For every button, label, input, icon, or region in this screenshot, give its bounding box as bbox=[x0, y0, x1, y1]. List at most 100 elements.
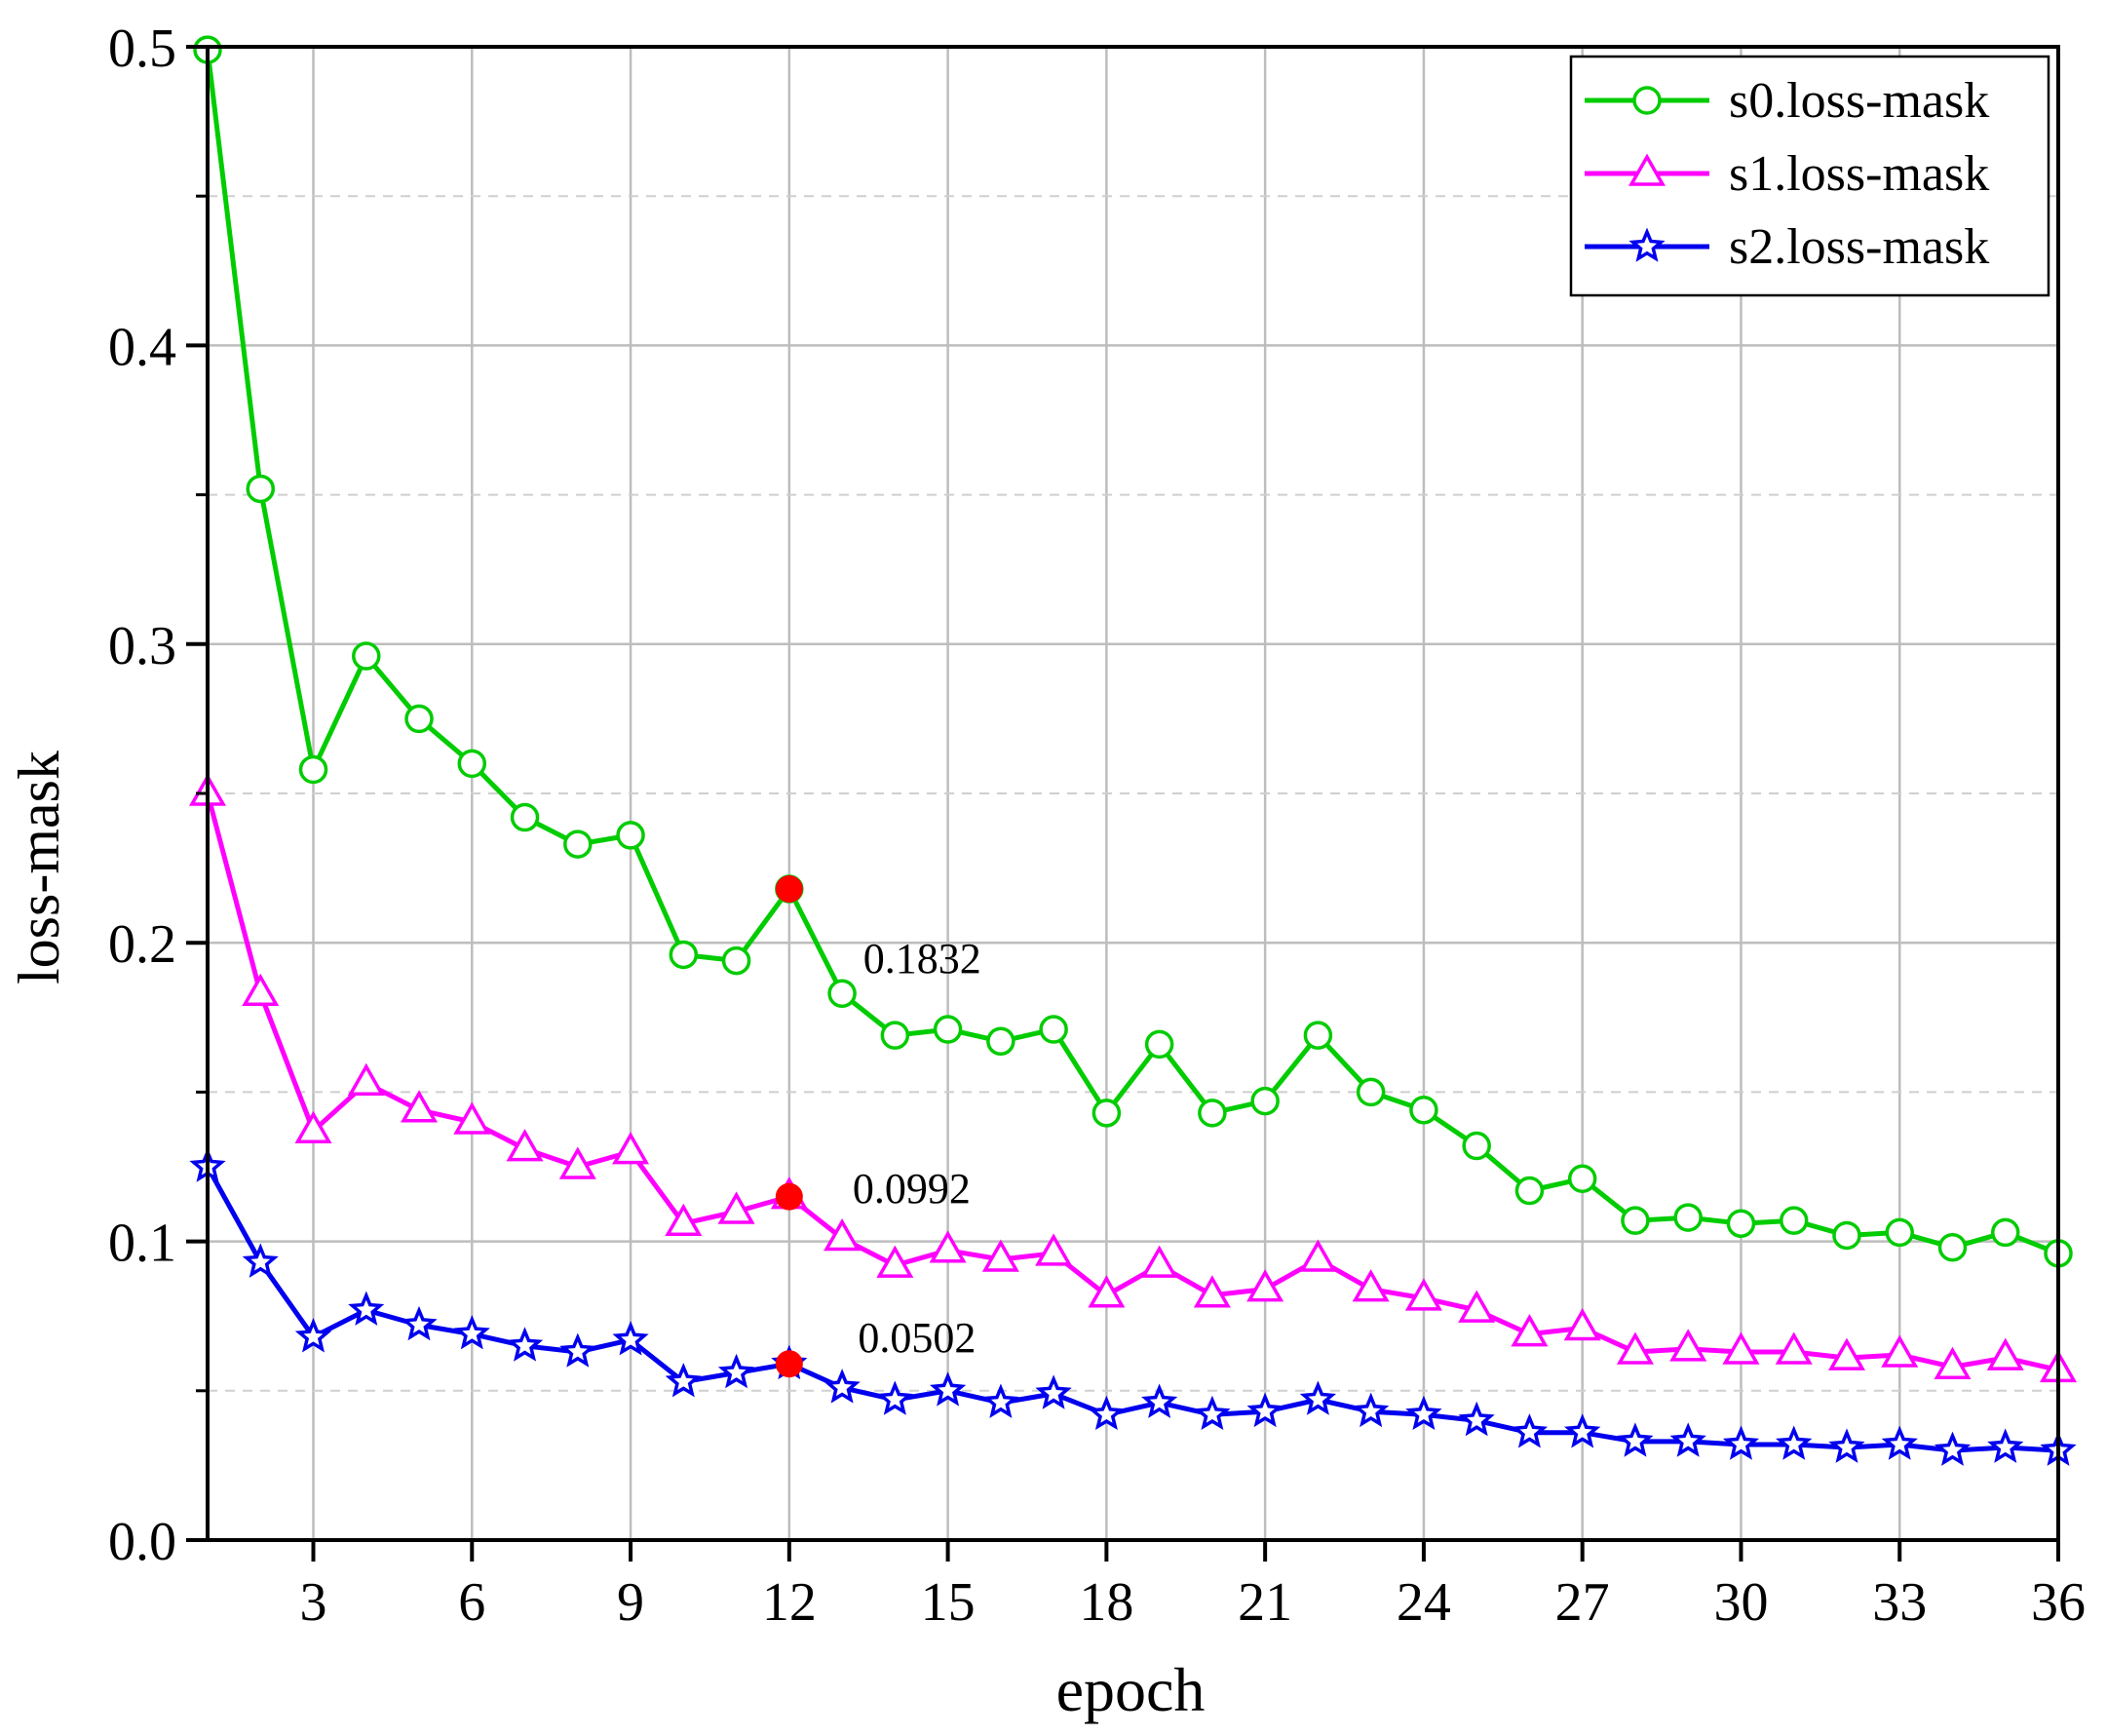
highlight-layer bbox=[775, 875, 803, 1378]
data-point-s1.loss-mask bbox=[1881, 1334, 1919, 1368]
data-point-s0.loss-mask bbox=[1567, 1164, 1597, 1194]
data-point-s1.loss-mask bbox=[1299, 1239, 1337, 1272]
data-point-s2.loss-mask bbox=[294, 1318, 332, 1353]
data-point-s2.loss-mask bbox=[1194, 1395, 1231, 1431]
data-point-s1.loss-mask bbox=[1035, 1233, 1073, 1266]
data-point-s1.loss-mask bbox=[506, 1129, 544, 1162]
data-point-s1.loss-mask bbox=[453, 1101, 491, 1135]
data-point-s2.loss-mask bbox=[559, 1332, 596, 1368]
data-point-s1.loss-mask bbox=[1246, 1269, 1284, 1302]
data-point-s1.loss-mask bbox=[717, 1191, 755, 1224]
data-point-s2.loss-mask bbox=[717, 1353, 755, 1389]
data-point-s0.loss-mask bbox=[721, 945, 751, 976]
data-point-s1.loss-mask bbox=[1352, 1269, 1390, 1302]
data-point-s2.loss-mask bbox=[1987, 1428, 2024, 1463]
x-tick-label: 9 bbox=[617, 1572, 644, 1633]
y-tick-label: 0.2 bbox=[108, 914, 176, 975]
axes: 3 6 9 12 15 18 21 24 27 30 33 360.00.10.20.30.40.5 bbox=[108, 19, 2086, 1633]
data-point-s0.loss-mask bbox=[1726, 1209, 1756, 1238]
data-point-s0.loss-mask bbox=[298, 754, 328, 785]
data-point-s1.loss-mask bbox=[1458, 1290, 1496, 1323]
data-point-s1.loss-mask bbox=[1193, 1275, 1231, 1308]
data-point-s1.loss-mask bbox=[876, 1245, 914, 1278]
legend-label: s1.loss-mask bbox=[1729, 146, 1989, 202]
data-point-s0.loss-mask bbox=[1356, 1077, 1386, 1107]
data-point-s2.loss-mask bbox=[929, 1371, 967, 1407]
data-point-s0.loss-mask bbox=[669, 940, 699, 970]
data-point-s2.loss-mask bbox=[1564, 1413, 1601, 1448]
data-point-s0.loss-mask bbox=[1673, 1203, 1703, 1232]
data-point-s0.loss-mask bbox=[1832, 1220, 1861, 1251]
data-point-s2.loss-mask bbox=[1669, 1422, 1706, 1457]
data-point-s0.loss-mask bbox=[880, 1021, 910, 1050]
data-point-s2.loss-mask bbox=[876, 1380, 913, 1415]
data-point-s1.loss-mask bbox=[665, 1203, 703, 1236]
x-tick-label: 33 bbox=[1872, 1572, 1927, 1633]
data-point-s2.loss-mask bbox=[1511, 1413, 1549, 1448]
x-tick-label: 24 bbox=[1397, 1572, 1451, 1633]
data-point-s2.loss-mask bbox=[348, 1291, 385, 1326]
data-point-s1.loss-mask bbox=[1669, 1329, 1707, 1362]
x-tick-label: 36 bbox=[2031, 1572, 2086, 1633]
annotation-label: 0.0502 bbox=[858, 1314, 976, 1362]
data-point-s2.loss-mask bbox=[1934, 1431, 1972, 1466]
data-point-s1.loss-mask bbox=[347, 1062, 385, 1096]
data-point-s0.loss-mask bbox=[1198, 1099, 1227, 1128]
data-point-s2.loss-mask bbox=[665, 1363, 702, 1398]
data-point-s1.loss-mask bbox=[1986, 1337, 2024, 1370]
data-point-s2.loss-mask bbox=[1828, 1428, 1865, 1463]
data-point-s1.loss-mask bbox=[1088, 1275, 1126, 1308]
series-s0.loss-mask bbox=[193, 35, 2073, 1268]
data-point-s1.loss-mask bbox=[824, 1218, 862, 1252]
y-tick-label: 0.3 bbox=[108, 616, 176, 676]
data-point-s0.loss-mask bbox=[1990, 1217, 2020, 1248]
legend-entry-s2.loss-mask: s2.loss-mask bbox=[1585, 219, 1989, 275]
y-tick-label: 0.4 bbox=[108, 317, 176, 377]
data-point-s2.loss-mask bbox=[506, 1327, 544, 1362]
annotation-label: 0.1832 bbox=[863, 935, 981, 983]
data-point-s1.loss-mask bbox=[1827, 1337, 1865, 1370]
data-point-s1.loss-mask bbox=[1616, 1331, 1654, 1365]
data-point-s0.loss-mask bbox=[1092, 1099, 1122, 1128]
data-point-s1.loss-mask bbox=[981, 1239, 1019, 1272]
data-point-s0.loss-mask bbox=[1303, 1021, 1333, 1050]
y-tick-label: 0.5 bbox=[108, 19, 176, 79]
data-point-s0.loss-mask bbox=[404, 704, 434, 734]
data-point-s2.loss-mask bbox=[1405, 1395, 1442, 1431]
data-point-s1.loss-mask bbox=[1722, 1331, 1760, 1365]
legend: s0.loss-mask s1.loss-mask s2.loss-mask bbox=[1569, 55, 2050, 297]
data-point-s2.loss-mask bbox=[1722, 1425, 1760, 1460]
data-point-s0.loss-mask bbox=[510, 802, 540, 832]
data-point-s2.loss-mask bbox=[1776, 1425, 1813, 1460]
data-point-s1.loss-mask bbox=[1563, 1307, 1601, 1341]
data-point-s1.loss-mask bbox=[1775, 1331, 1813, 1365]
legend-entry-s1.loss-mask: s1.loss-mask bbox=[1585, 146, 1989, 202]
data-point-s0.loss-mask bbox=[616, 821, 645, 850]
data-point-s1.loss-mask bbox=[1140, 1245, 1178, 1278]
data-point-s0.loss-mask bbox=[1250, 1086, 1280, 1116]
data-point-s2.loss-mask bbox=[824, 1369, 861, 1404]
data-point-s0.loss-mask bbox=[563, 829, 593, 859]
legend-label: s2.loss-mask bbox=[1729, 219, 1989, 275]
highlight-point bbox=[775, 1182, 803, 1211]
legend-marker bbox=[1628, 153, 1666, 186]
data-point-s2.loss-mask bbox=[1299, 1380, 1337, 1415]
y-tick-label: 0.1 bbox=[108, 1214, 176, 1274]
data-point-s2.loss-mask bbox=[1088, 1395, 1125, 1431]
legend-label: s0.loss-mask bbox=[1729, 73, 1989, 129]
data-point-s0.loss-mask bbox=[1039, 1015, 1068, 1044]
x-tick-label: 12 bbox=[762, 1572, 817, 1633]
data-point-s0.loss-mask bbox=[1514, 1176, 1545, 1206]
x-tick-label: 27 bbox=[1555, 1572, 1610, 1633]
highlight-point bbox=[775, 1350, 803, 1378]
y-axis-label: loss-mask bbox=[7, 751, 71, 984]
data-point-s0.loss-mask bbox=[246, 474, 276, 504]
data-point-s0.loss-mask bbox=[1462, 1131, 1491, 1161]
data-point-s1.loss-mask bbox=[242, 973, 280, 1007]
data-point-s1.loss-mask bbox=[1934, 1346, 1972, 1380]
data-point-s0.loss-mask bbox=[1779, 1206, 1809, 1235]
x-tick-label: 6 bbox=[458, 1572, 485, 1633]
x-tick-label: 3 bbox=[300, 1572, 327, 1633]
x-tick-label: 15 bbox=[921, 1572, 976, 1633]
